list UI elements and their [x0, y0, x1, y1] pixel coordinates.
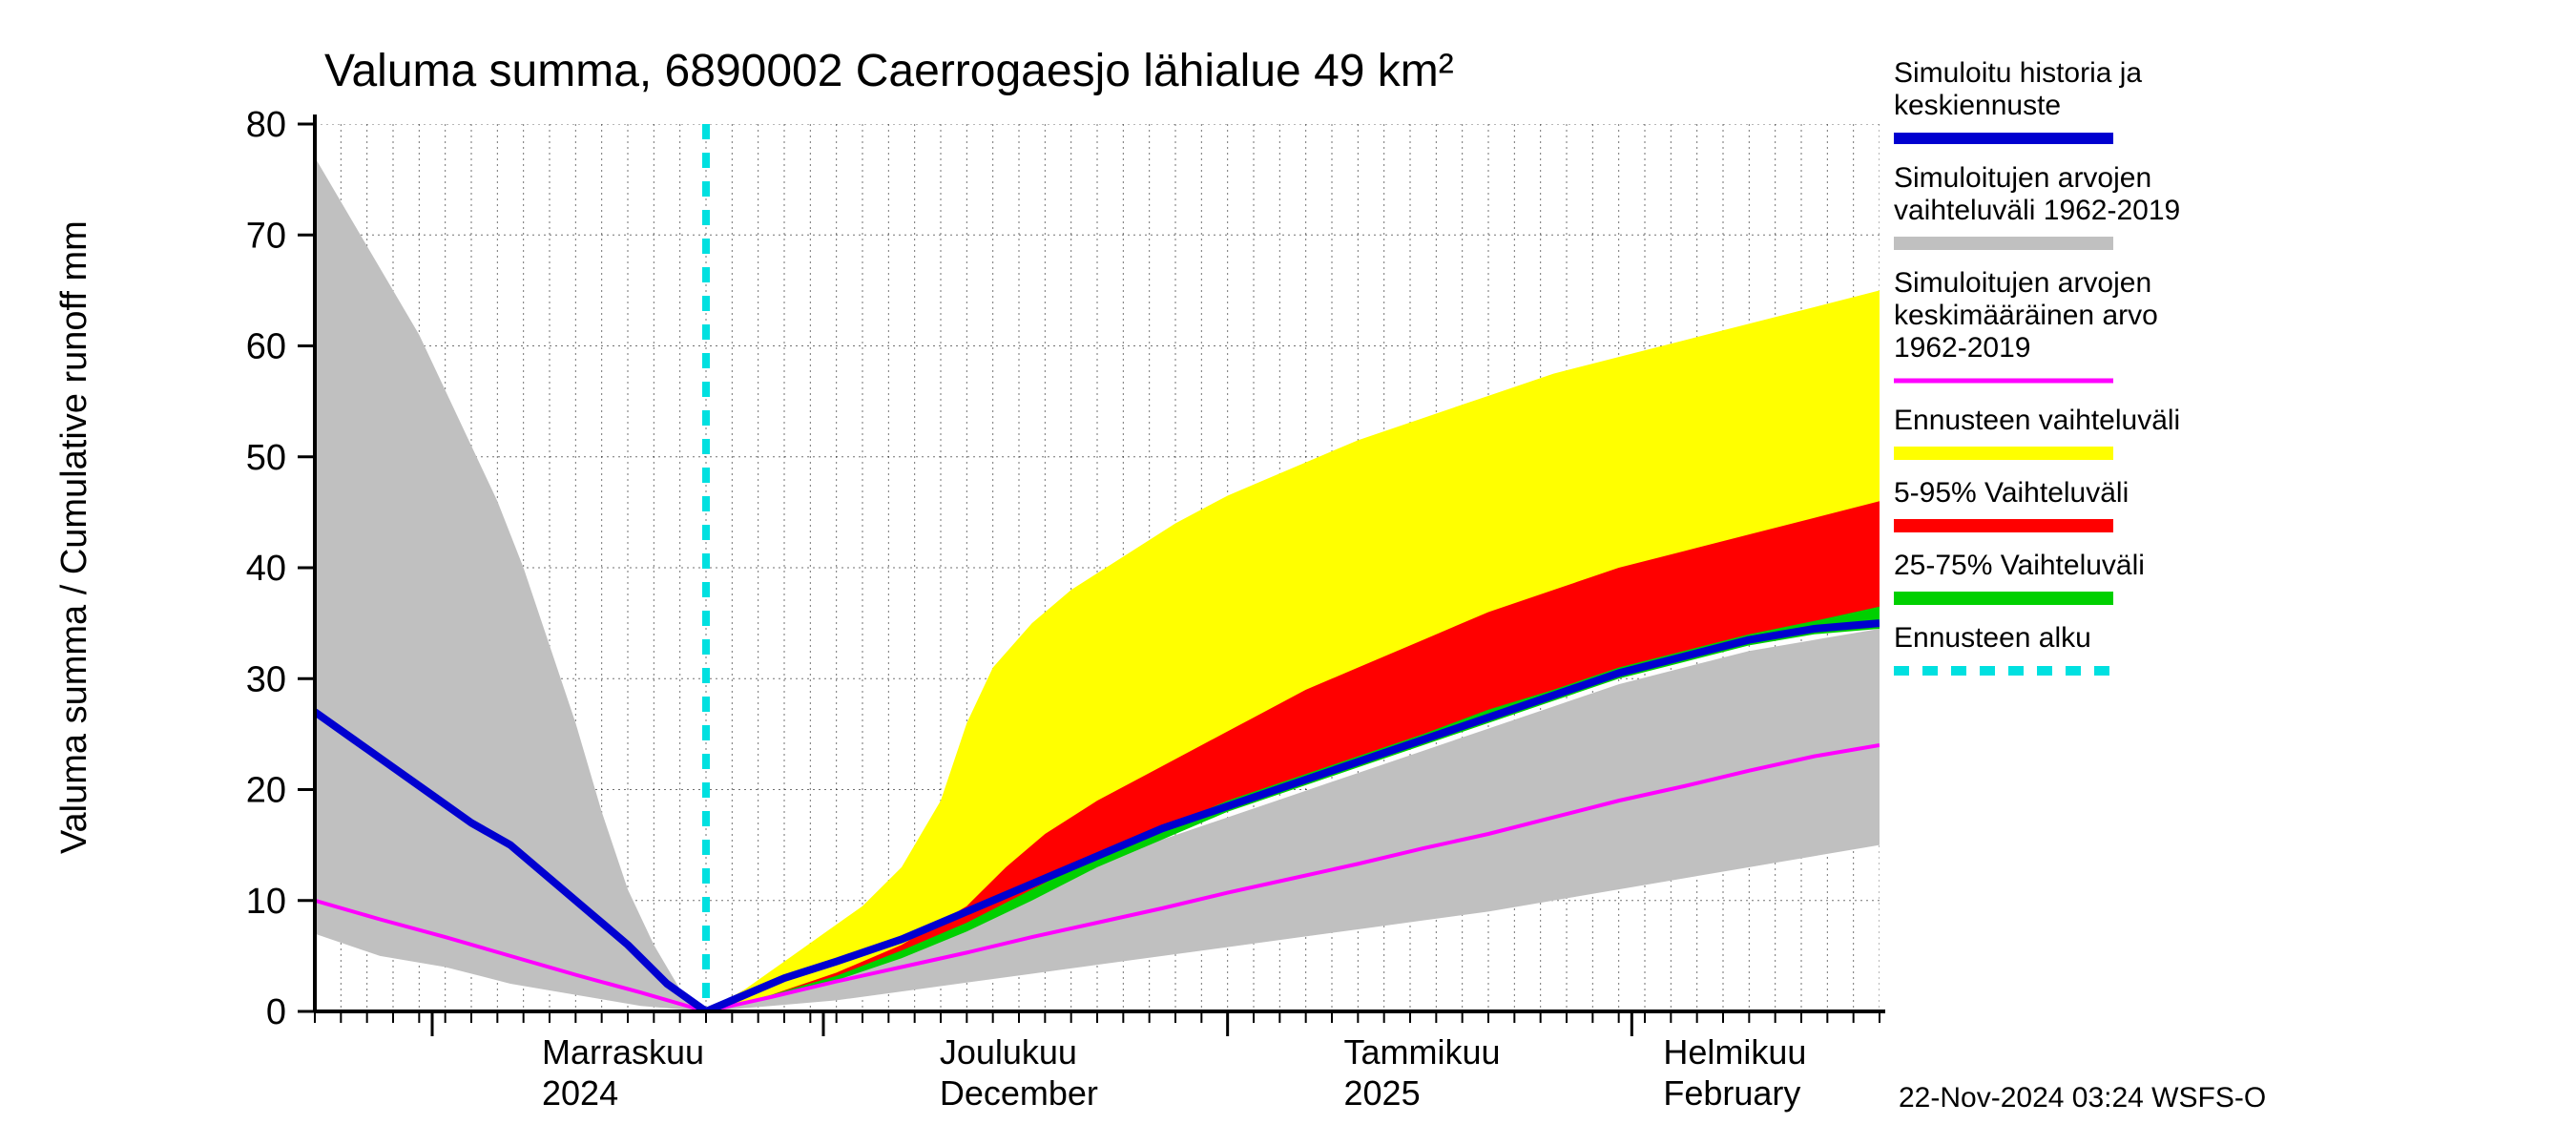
chart-title: Valuma summa, 6890002 Caerrogaesjo lähia… [324, 46, 1454, 96]
y-tick-label: 20 [246, 771, 286, 811]
chart-container: 0 10 20 30 40 50 60 70 80 Marraskuu2024 JoulukuuDe… [0, 0, 2576, 1145]
legend-label: Simuloitu historia ja [1894, 57, 2142, 89]
y-tick-label: 50 [246, 438, 286, 478]
x-month-sublabel: December [940, 1073, 1098, 1113]
y-tick-label: 60 [246, 327, 286, 367]
x-month-sublabel: 2025 [1344, 1073, 1421, 1113]
y-tick-label: 80 [246, 105, 286, 145]
x-month-label: Joulukuu [940, 1032, 1077, 1072]
legend-label: Ennusteen alku [1894, 622, 2091, 654]
y-axis-title: Valuma summa / Cumulative runoff mm [54, 220, 94, 854]
x-month-label: Marraskuu [542, 1032, 704, 1072]
legend-label: keskimääräinen arvo [1894, 300, 2158, 331]
legend-label: vaihteluväli 1962-2019 [1894, 195, 2180, 226]
legend-swatch [1894, 519, 2113, 532]
legend-swatch [1894, 447, 2113, 460]
legend-label: Simuloitujen arvojen [1894, 162, 2151, 194]
y-tick-label: 30 [246, 659, 286, 699]
legend-swatch [1894, 592, 2113, 605]
y-tick-label: 40 [246, 549, 286, 589]
legend-label: Ennusteen vaihteluväli [1894, 405, 2180, 436]
legend-label: Simuloitujen arvojen [1894, 267, 2151, 299]
y-tick-label: 10 [246, 882, 286, 922]
legend-label: 1962-2019 [1894, 332, 2030, 364]
legend-swatch [1894, 237, 2113, 250]
y-tick-label: 70 [246, 216, 286, 256]
x-month-sublabel: February [1663, 1073, 1800, 1113]
x-month-sublabel: 2024 [542, 1073, 618, 1113]
legend-label: 5-95% Vaihteluväli [1894, 477, 2129, 509]
chart-footer: 22-Nov-2024 03:24 WSFS-O [1899, 1082, 2266, 1114]
x-month-label: Helmikuu [1663, 1032, 1806, 1072]
x-month-label: Tammikuu [1344, 1032, 1501, 1072]
y-tick-label: 0 [266, 992, 286, 1032]
legend-label: 25-75% Vaihteluväli [1894, 550, 2145, 581]
runoff-chart: 0 10 20 30 40 50 60 70 80 Marraskuu2024 JoulukuuDe… [0, 0, 2576, 1145]
legend-label: keskiennuste [1894, 90, 2061, 121]
